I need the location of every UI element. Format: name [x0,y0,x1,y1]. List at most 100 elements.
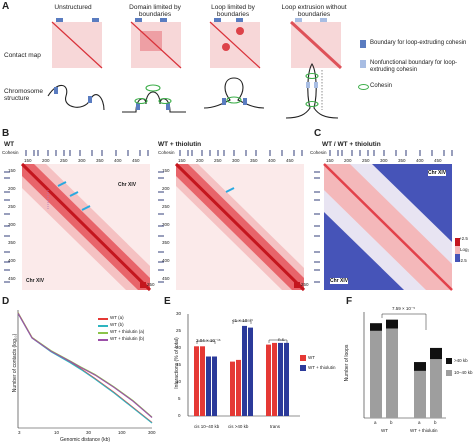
map-c-heatmap [323,163,453,291]
panel-e-bracket [196,340,216,344]
panel-f-bar-long-range [430,347,442,360]
map-thiolutin-xtick: 250 [214,158,222,163]
panel-e-bar [200,346,205,416]
map-wt-ytick: 150 [8,168,16,173]
panel-d-legend-1: WT (b) [110,322,124,327]
panel-f-pvalue: 7.59 × 10⁻⁵ [392,306,416,311]
panel-e-legend-swatch-1 [300,365,306,371]
panel-e-ytick: 30 [176,311,182,316]
panel-d-legend-swatch-1 [98,325,108,327]
map-thiolutin-heatmap [174,162,306,292]
panel-e-ytick: 5 [178,396,181,401]
row-label-contact-map: Contact map [4,52,41,59]
panel-e-bar [194,346,199,416]
map-c-cohesin-vtrack [314,171,320,283]
map-thiolutin-ytick: 400 [162,258,170,263]
map-c-colorbar [455,238,460,262]
chromosome-domain [122,84,186,113]
map-wt-ytick: 400 [8,258,16,263]
map-thiolutin-scalebar [294,282,300,288]
panel-f-replicate: b [434,420,437,425]
legend-cohesin-label: Cohesin [370,83,393,89]
map-wt-xtick: 250 [60,158,68,163]
legend-cohesin-swatch [358,84,369,90]
panel-f-bar-short-range [386,328,398,418]
map-wt-xtick: 300 [78,158,86,163]
panel-d-xtick: 300 [148,430,156,435]
panel-f-bar-short-range [414,370,426,418]
col-header-domain: Domain limited by boundaries [129,4,181,18]
panel-d-legend-3: WT + thiolutin (b) [110,336,145,341]
map-thiolutin-ytick: 200 [162,186,170,191]
panel-e-bracket [268,339,288,343]
map-c-xtick: 450 [434,158,442,163]
panel-d-xtick: 3 [18,430,21,435]
col-header-loop: Loop limited by boundaries [211,4,255,18]
panel-d-letter: D [2,296,10,307]
panel-e-pvalue-2: n.s. [278,337,286,342]
legend-nonfunctional-swatch [360,60,366,68]
map-thiolutin-xtick: 300 [232,158,240,163]
map-thiolutin-cohesin-label: Cohesin [158,150,175,155]
map-wt-xtick: 400 [114,158,122,163]
panel-e-letter: E [164,296,171,307]
map-thiolutin-cohesin-track [179,150,303,156]
panel-f-bar-short-range [370,330,382,418]
map-wt-scalebar [140,282,146,288]
row-label-chromosome: Chromosome structure [4,88,44,102]
map-wt-scale-value: 250 [147,282,155,287]
chromosome-loop [203,77,265,109]
map-c-xtick: 300 [380,158,388,163]
panel-d-xlabel: Genomic distance (kb) [60,437,111,443]
chromosome-unstructured [47,84,105,111]
map-thiolutin-cohesin-vtrack [158,171,164,283]
panel-f-letter: F [346,296,353,307]
legend-boundary-swatch [360,40,366,48]
map-c-xtick: 400 [416,158,424,163]
contact-map-unstructured [51,18,103,69]
map-wt-ytick: 350 [8,240,16,245]
panel-d-xtick: 100 [118,430,126,435]
map-wt-xtick: 450 [132,158,140,163]
map-c-cohesin-label: Cohesin [310,150,327,155]
panel-d-xtick: 30 [86,430,92,435]
map-thiolutin-xtick: 150 [178,158,186,163]
panel-e-bar [242,325,247,416]
map-thiolutin-ytick: 300 [162,222,170,227]
map-c-scale-top: +2.5 [459,236,468,241]
panel-f-group-1: WT + thiolutin [410,428,438,433]
panel-a-letter: A [2,1,10,12]
map-c-chr-bottom: Chr XIV [330,278,349,284]
map-wt-title: WT [4,141,15,148]
map-thiolutin-ytick: 350 [162,240,170,245]
map-wt-xtick: 350 [96,158,104,163]
col-header-unstructured: Unstructured [54,4,92,11]
map-c-cohesin-track [329,150,453,156]
panel-b-letter: B [2,128,10,139]
map-wt-ytick: 200 [8,186,16,191]
panel-e-category: cis >40 kb [228,424,249,429]
panel-e-ytick: 0 [178,413,181,418]
panel-f-bar-long-range [370,323,382,331]
map-c-scale-mid: Log₂ [460,247,470,252]
panel-d-xtick: 10 [54,430,60,435]
panel-f-bar-long-range [414,362,426,371]
panel-e-bar [230,361,235,416]
panel-d-legend-swatch-3 [98,339,108,341]
panel-f-bar-long-range [386,319,398,329]
panel-f-replicate: a [374,420,377,425]
map-wt-cohesin-label: Cohesin [2,150,19,155]
map-c-xtick: 350 [398,158,406,163]
map-wt-xtick: 200 [42,158,50,163]
panel-f-replicate: b [390,420,393,425]
panel-e-bar [206,356,211,416]
contact-map-extrusion [289,18,343,70]
map-thiolutin-xtick: 350 [250,158,258,163]
panel-f-bracket [381,313,427,330]
panel-e-ytick: 15 [176,362,182,367]
panel-f-replicate: a [418,420,421,425]
map-c-xtick: 250 [362,158,370,163]
panel-e-bar [278,342,283,416]
panel-e-ytick: 20 [176,345,182,350]
